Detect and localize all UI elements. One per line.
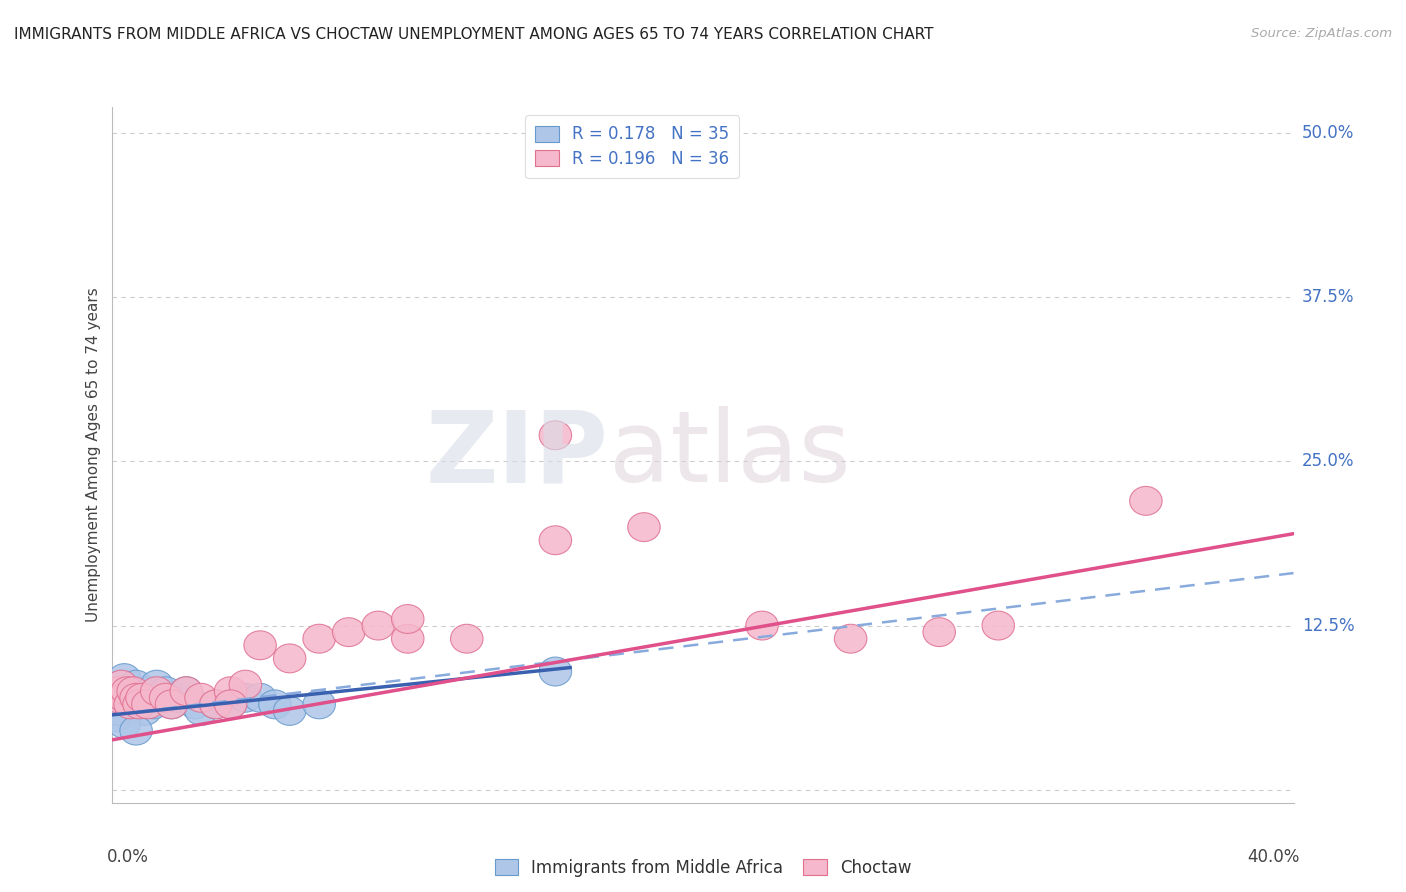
Text: IMMIGRANTS FROM MIDDLE AFRICA VS CHOCTAW UNEMPLOYMENT AMONG AGES 65 TO 74 YEARS : IMMIGRANTS FROM MIDDLE AFRICA VS CHOCTAW… <box>14 27 934 42</box>
Ellipse shape <box>450 624 484 653</box>
Ellipse shape <box>120 716 152 745</box>
Ellipse shape <box>111 677 143 706</box>
Text: 0.0%: 0.0% <box>107 848 149 866</box>
Text: 40.0%: 40.0% <box>1247 848 1299 866</box>
Ellipse shape <box>149 677 181 706</box>
Ellipse shape <box>114 690 146 719</box>
Ellipse shape <box>103 697 135 725</box>
Ellipse shape <box>229 670 262 699</box>
Text: 12.5%: 12.5% <box>1302 616 1354 634</box>
Ellipse shape <box>105 677 138 706</box>
Ellipse shape <box>117 677 149 706</box>
Ellipse shape <box>103 683 135 712</box>
Ellipse shape <box>922 617 956 647</box>
Ellipse shape <box>332 617 366 647</box>
Ellipse shape <box>627 513 661 541</box>
Text: 25.0%: 25.0% <box>1302 452 1354 470</box>
Ellipse shape <box>259 690 291 719</box>
Ellipse shape <box>273 697 307 725</box>
Ellipse shape <box>108 664 141 692</box>
Ellipse shape <box>981 611 1015 640</box>
Text: 37.5%: 37.5% <box>1302 288 1354 306</box>
Ellipse shape <box>105 670 138 699</box>
Ellipse shape <box>214 690 247 719</box>
Ellipse shape <box>170 677 202 706</box>
Ellipse shape <box>834 624 868 653</box>
Ellipse shape <box>745 611 779 640</box>
Ellipse shape <box>361 611 395 640</box>
Ellipse shape <box>149 683 181 712</box>
Ellipse shape <box>125 683 159 712</box>
Ellipse shape <box>162 683 194 712</box>
Legend: Immigrants from Middle Africa, Choctaw: Immigrants from Middle Africa, Choctaw <box>486 850 920 885</box>
Ellipse shape <box>1129 486 1163 516</box>
Ellipse shape <box>141 677 173 706</box>
Ellipse shape <box>122 683 155 712</box>
Ellipse shape <box>138 690 170 719</box>
Ellipse shape <box>105 670 138 699</box>
Ellipse shape <box>108 683 141 712</box>
Text: atlas: atlas <box>609 407 851 503</box>
Ellipse shape <box>391 605 425 633</box>
Ellipse shape <box>179 690 211 719</box>
Ellipse shape <box>122 690 155 719</box>
Ellipse shape <box>302 690 336 719</box>
Y-axis label: Unemployment Among Ages 65 to 74 years: Unemployment Among Ages 65 to 74 years <box>86 287 101 623</box>
Ellipse shape <box>214 677 247 706</box>
Ellipse shape <box>129 697 162 725</box>
Ellipse shape <box>155 690 188 719</box>
Ellipse shape <box>125 690 159 719</box>
Ellipse shape <box>132 690 165 719</box>
Ellipse shape <box>200 690 232 719</box>
Ellipse shape <box>100 703 132 732</box>
Ellipse shape <box>200 690 232 719</box>
Ellipse shape <box>243 683 277 712</box>
Ellipse shape <box>141 670 173 699</box>
Ellipse shape <box>243 631 277 660</box>
Ellipse shape <box>135 677 167 706</box>
Ellipse shape <box>184 697 218 725</box>
Ellipse shape <box>100 683 132 712</box>
Ellipse shape <box>184 683 218 712</box>
Text: ZIP: ZIP <box>426 407 609 503</box>
Ellipse shape <box>170 677 202 706</box>
Ellipse shape <box>117 677 149 706</box>
Ellipse shape <box>538 525 572 555</box>
Ellipse shape <box>538 657 572 686</box>
Ellipse shape <box>155 690 188 719</box>
Ellipse shape <box>229 683 262 712</box>
Ellipse shape <box>391 624 425 653</box>
Ellipse shape <box>132 683 165 712</box>
Text: 50.0%: 50.0% <box>1302 124 1354 143</box>
Ellipse shape <box>108 710 141 739</box>
Ellipse shape <box>214 690 247 719</box>
Ellipse shape <box>120 683 152 712</box>
Ellipse shape <box>114 690 146 719</box>
Ellipse shape <box>120 670 152 699</box>
Ellipse shape <box>103 677 135 706</box>
Ellipse shape <box>111 683 143 712</box>
Ellipse shape <box>302 624 336 653</box>
Ellipse shape <box>273 644 307 673</box>
Ellipse shape <box>538 421 572 450</box>
Ellipse shape <box>143 683 176 712</box>
Text: Source: ZipAtlas.com: Source: ZipAtlas.com <box>1251 27 1392 40</box>
Ellipse shape <box>100 690 132 719</box>
